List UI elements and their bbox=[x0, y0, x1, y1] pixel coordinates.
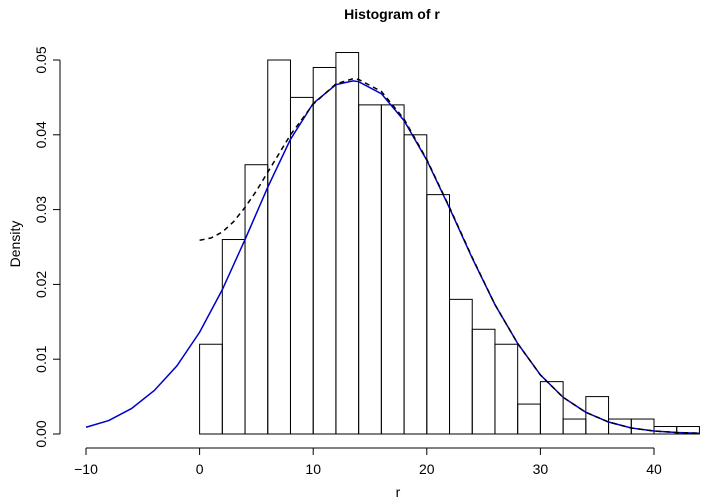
y-tick-label: 0.05 bbox=[33, 46, 49, 73]
x-tick-label: 40 bbox=[646, 461, 662, 477]
x-tick-label: 10 bbox=[305, 461, 321, 477]
histogram-bar bbox=[358, 104, 382, 435]
x-tick-label: −10 bbox=[74, 461, 98, 477]
y-tick-label: 0.04 bbox=[33, 121, 49, 148]
histogram-bar bbox=[585, 396, 610, 435]
histogram-bar bbox=[221, 239, 246, 435]
y-tick-label: 0.00 bbox=[33, 420, 49, 447]
y-tick-label: 0.02 bbox=[33, 271, 49, 298]
x-axis-label: r bbox=[396, 484, 401, 500]
y-axis: 0.00 0.01 0.02 0.03 0.04 0.05 bbox=[33, 46, 61, 448]
histogram-bar bbox=[380, 104, 405, 435]
histogram-bar bbox=[426, 194, 451, 435]
x-tick-label: 0 bbox=[196, 461, 204, 477]
histogram-bar bbox=[449, 298, 473, 435]
histogram-bars bbox=[199, 52, 700, 435]
histogram-bar bbox=[199, 343, 223, 435]
y-axis-ticks: 0.00 0.01 0.02 0.03 0.04 0.05 bbox=[33, 46, 60, 448]
x-tick-label: 30 bbox=[533, 461, 549, 477]
histogram-bar bbox=[562, 418, 587, 435]
histogram-bar bbox=[312, 66, 337, 435]
histogram-bar bbox=[676, 426, 700, 435]
y-tick-label: 0.01 bbox=[33, 345, 49, 372]
histogram-bar bbox=[494, 343, 519, 435]
x-axis: −10 0 10 20 30 40 bbox=[74, 447, 662, 477]
density-curves bbox=[85, 77, 700, 434]
histogram-bar bbox=[539, 381, 564, 435]
histogram-bar bbox=[244, 164, 269, 435]
histogram-bar bbox=[630, 418, 655, 435]
histogram-bar bbox=[335, 52, 360, 435]
x-tick-label: 20 bbox=[419, 461, 435, 477]
normal-density-curve bbox=[85, 80, 700, 434]
histogram-bar bbox=[403, 134, 428, 435]
histogram-bar bbox=[289, 96, 314, 435]
histogram-bar bbox=[471, 328, 496, 435]
y-tick-label: 0.03 bbox=[33, 196, 49, 223]
histogram-bar bbox=[267, 59, 291, 435]
dashed-density-curve bbox=[199, 77, 700, 434]
histogram-bar bbox=[517, 403, 541, 435]
chart-title: Histogram of r bbox=[344, 6, 440, 22]
x-axis-ticks: −10 0 10 20 30 40 bbox=[74, 448, 662, 477]
y-axis-label: Density bbox=[7, 221, 23, 268]
